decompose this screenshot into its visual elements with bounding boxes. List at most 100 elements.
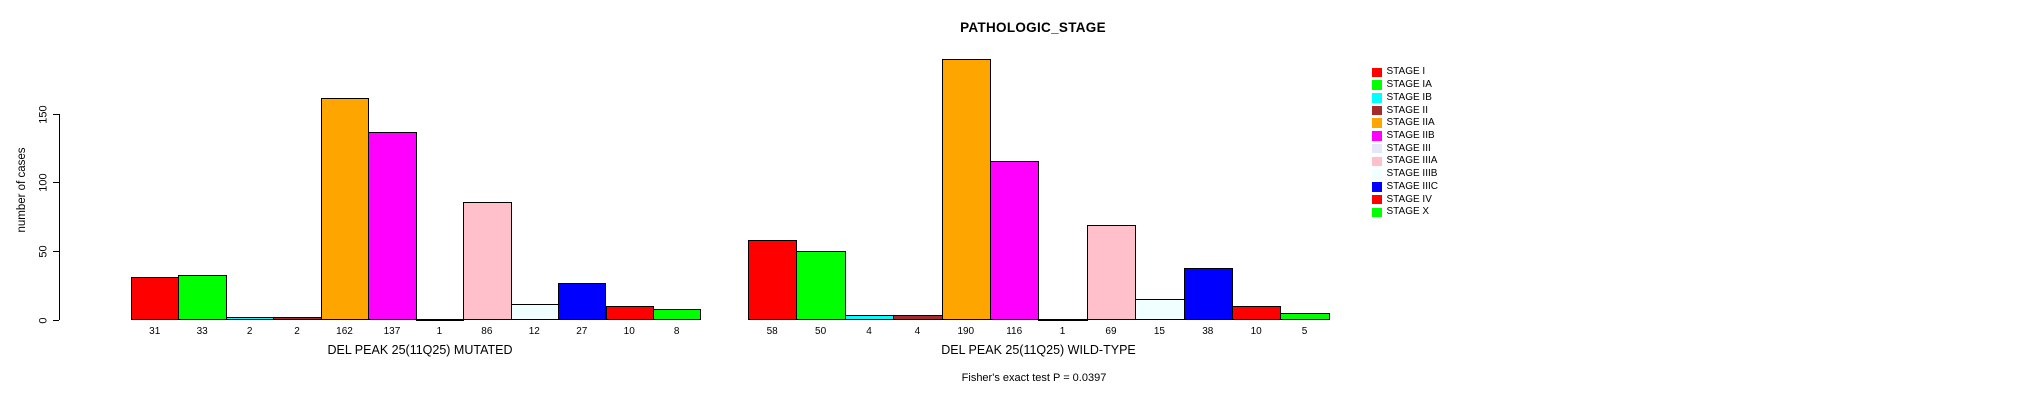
bar-stage-i [131, 277, 180, 320]
bar-value-label: 137 [383, 326, 401, 337]
bar-value-label: 10 [1250, 326, 1262, 337]
legend-entry: STAGE IV [1372, 193, 1438, 206]
bar-value-label: 38 [1202, 326, 1214, 337]
bar-value-label: 116 [1006, 326, 1023, 337]
y-axis-label: number of cases [16, 147, 28, 233]
x-axis-label-mutated: DEL PEAK 25(11Q25) MUTATED [327, 343, 513, 357]
y-tick-mark [53, 113, 59, 115]
bar-value-label: 1 [1059, 326, 1066, 337]
legend-entry: STAGE II [1372, 104, 1438, 117]
chart-title: PATHOLOGIC_STAGE [960, 20, 1106, 35]
bar-stage-ii [893, 314, 943, 320]
bar-stage-iii [1038, 318, 1088, 321]
bar-value-label: 31 [149, 326, 161, 337]
bar-value-label: 4 [914, 326, 921, 337]
bar-stage-iiia [463, 202, 512, 320]
bar-value-label: 4 [866, 326, 872, 337]
legend-swatch-icon [1372, 105, 1382, 116]
legend-swatch-icon [1372, 182, 1382, 192]
bar-value-label: 27 [576, 326, 588, 337]
bar-value-label: 2 [246, 326, 253, 337]
legend-entry: STAGE IIB [1372, 130, 1438, 143]
bar-stage-iv [605, 306, 654, 320]
bar-value-label: 33 [196, 326, 208, 337]
legend-label: STAGE I [1386, 66, 1426, 78]
bar-value-label: 12 [528, 326, 540, 337]
legend-entry: STAGE IB [1372, 91, 1438, 104]
bar-value-label: 190 [957, 326, 975, 337]
legend-entry: STAGE I [1372, 66, 1438, 79]
bar-value-label: 58 [766, 326, 778, 337]
legend-swatch-icon [1372, 80, 1382, 90]
legend-label: STAGE X [1386, 206, 1430, 218]
y-tick-label: 150 [37, 105, 50, 124]
legend-swatch-icon [1372, 207, 1382, 218]
bar-stage-ib [844, 314, 895, 320]
y-tick-mark [53, 250, 59, 252]
legend-label: STAGE IV [1386, 193, 1432, 205]
legend-label: STAGE IA [1386, 79, 1432, 91]
y-axis-line [59, 114, 60, 320]
bar-value-label: 5 [1301, 326, 1308, 337]
bar-stage-iiic [558, 282, 607, 320]
bar-value-label: 162 [336, 326, 353, 337]
bar-stage-iia [320, 97, 370, 320]
bar-stage-ia [796, 251, 846, 320]
legend-entry: STAGE X [1372, 206, 1438, 219]
legend-label: STAGE IIIA [1386, 155, 1438, 167]
bar-value-label: 2 [294, 326, 300, 337]
legend-label: STAGE IB [1386, 91, 1432, 103]
legend-label: STAGE IIIC [1386, 180, 1439, 192]
legend: STAGE I STAGE IA STAGE IB STAGE II STAGE IIA… [1372, 66, 1438, 219]
bar-value-label: 8 [673, 326, 680, 337]
y-tick-label: 100 [37, 173, 50, 193]
legend-swatch-icon [1372, 143, 1382, 154]
bar-stage-x [1280, 313, 1330, 320]
legend-entry: STAGE III [1372, 142, 1438, 155]
legend-entry: STAGE IIIB [1372, 168, 1438, 181]
bar-stage-iv [1232, 306, 1282, 320]
bar-stage-iii [415, 318, 465, 321]
legend-entry: STAGE IIA [1372, 117, 1438, 130]
bar-value-label: 86 [481, 326, 493, 337]
bar-stage-iib [990, 160, 1040, 320]
legend-swatch-icon [1372, 169, 1382, 179]
bar-stage-iib [368, 132, 417, 320]
bar-value-label: 10 [623, 326, 635, 337]
legend-label: STAGE II [1386, 104, 1429, 116]
bar-stage-ib [225, 317, 275, 320]
y-tick-label: 0 [37, 316, 50, 324]
fisher-test-note: Fisher's exact test P = 0.0397 [961, 372, 1107, 384]
bar-stage-iiic [1183, 267, 1233, 320]
bar-stage-ia [178, 274, 227, 320]
x-axis-label-wildtype: DEL PEAK 25(11Q25) WILD-TYPE [941, 343, 1136, 357]
bar-stage-iia [941, 59, 991, 320]
legend-entry: STAGE IIIC [1372, 180, 1438, 193]
bar-value-label: 15 [1153, 326, 1165, 337]
legend-label: STAGE IIA [1386, 117, 1435, 129]
legend-swatch-icon [1372, 93, 1382, 103]
legend-entry: STAGE IA [1372, 79, 1438, 92]
legend-swatch-icon [1372, 118, 1382, 128]
y-tick-mark [53, 319, 59, 321]
y-tick-mark [53, 182, 59, 184]
bar-stage-iiib [1135, 299, 1185, 320]
bar-stage-iiia [1086, 225, 1137, 320]
legend-swatch-icon [1372, 156, 1382, 167]
bar-value-label: 69 [1105, 326, 1117, 337]
bar-stage-i [748, 240, 798, 320]
legend-label: STAGE IIB [1386, 129, 1435, 141]
y-tick-label: 50 [37, 245, 50, 258]
legend-swatch-icon [1372, 131, 1382, 141]
bar-stage-x [652, 309, 702, 320]
legend-swatch-icon [1372, 67, 1382, 78]
legend-swatch-icon [1372, 194, 1382, 205]
bar-stage-iiib [510, 303, 560, 320]
legend-entry: STAGE IIIA [1372, 155, 1438, 168]
legend-label: STAGE III [1386, 142, 1431, 154]
bar-stage-ii [273, 317, 322, 320]
bar-value-label: 50 [815, 326, 827, 337]
legend-label: STAGE IIIB [1386, 168, 1438, 180]
bar-value-label: 1 [436, 326, 443, 337]
